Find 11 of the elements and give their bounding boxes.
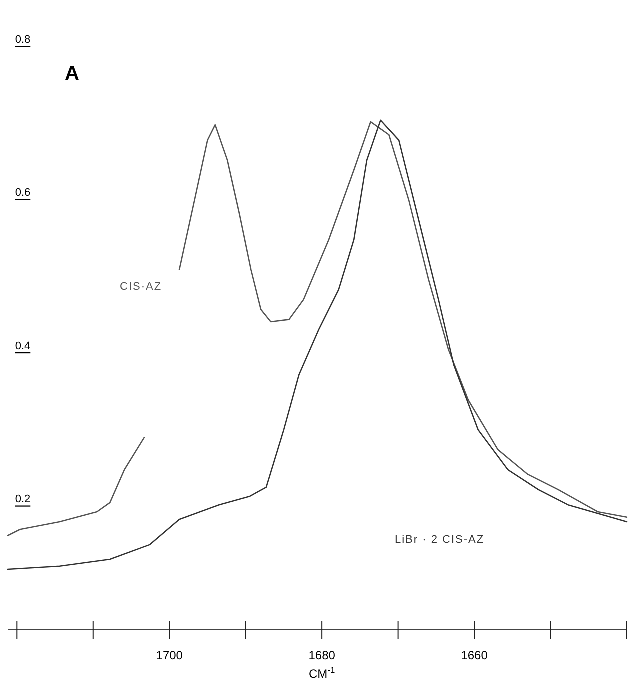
y-tick-label: 0.4 bbox=[15, 340, 31, 352]
y-tick-label: 0.6 bbox=[15, 187, 31, 200]
x-tick-label: 1660 bbox=[461, 648, 488, 663]
x-tick-label: 1680 bbox=[308, 648, 336, 663]
series-label: CIS·AZ bbox=[120, 281, 162, 293]
text: LiBr · 2 CIS-AZ bbox=[395, 534, 485, 546]
x-axis-title: CM$^{-1}$ bbox=[309, 665, 336, 681]
text: A bbox=[65, 63, 80, 85]
y-tick-label: 0.8 bbox=[15, 34, 31, 46]
y-tick-label: 0.2 bbox=[15, 494, 31, 506]
x-tick-label: 1700 bbox=[156, 648, 184, 663]
